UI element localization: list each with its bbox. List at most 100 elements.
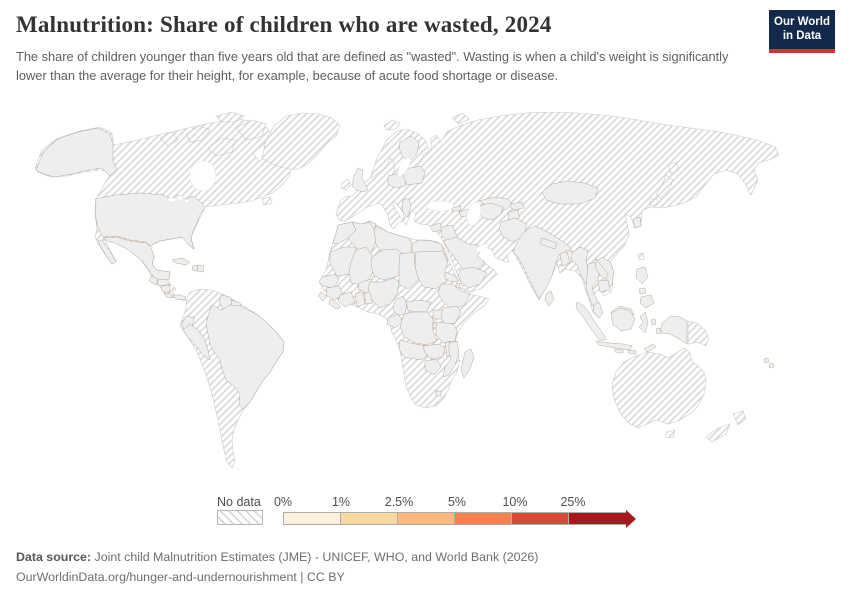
country-bangladesh[interactable] (559, 251, 571, 267)
country-panama[interactable] (172, 294, 187, 301)
owid-logo[interactable]: Our World in Data (769, 10, 835, 53)
country-guatemala[interactable] (148, 275, 159, 286)
country-mexico[interactable] (102, 236, 171, 283)
country-malaysia[interactable] (592, 301, 604, 319)
country-indonesia[interactable] (659, 315, 688, 345)
map-legend: No data 0% 1% 2.5% 5% 10% 25% (0, 495, 850, 541)
country-saudi-arabia[interactable] (442, 236, 486, 273)
country-eritrea[interactable] (444, 271, 460, 283)
legend-bin-2[interactable] (397, 512, 455, 525)
country-chad[interactable] (398, 251, 420, 290)
country-united-states[interactable] (35, 127, 118, 178)
countries (35, 127, 775, 410)
legend-tick-3: 5% (447, 495, 467, 509)
legend-bin-0[interactable] (283, 512, 341, 525)
no-data-region (340, 178, 352, 191)
chart-footer: Data source: Joint child Malnutrition Es… (16, 548, 538, 588)
no-data-region (664, 429, 676, 439)
country-indonesia[interactable] (655, 327, 662, 335)
country-mongolia[interactable] (541, 180, 599, 205)
owid-url-link[interactable]: OurWorldinData.org/hunger-and-undernouri… (16, 569, 297, 584)
country-central-african-republic[interactable] (405, 299, 432, 313)
data-source-text: Joint child Malnutrition Estimates (JME)… (91, 550, 539, 564)
no-data-region (451, 112, 470, 125)
country-mozambique[interactable] (442, 340, 460, 378)
no-data-region (649, 197, 659, 207)
country-kenya[interactable] (440, 305, 462, 326)
country-kyrgyzstan[interactable] (509, 201, 525, 211)
country-liberia[interactable] (328, 298, 342, 310)
country-indonesia[interactable] (595, 340, 633, 351)
country-afghanistan[interactable] (498, 217, 528, 243)
country-finland[interactable] (398, 135, 420, 163)
legend-tick-2: 2.5% (384, 495, 414, 509)
legend-bin-1[interactable] (340, 512, 398, 525)
country-madagascar[interactable] (460, 348, 475, 379)
legend-color-bar (283, 509, 636, 528)
legend-no-data-swatch[interactable] (217, 510, 263, 525)
country-yemen[interactable] (457, 266, 488, 289)
no-data-region (667, 161, 680, 175)
country-indonesia[interactable] (638, 311, 649, 334)
country-costa-rica[interactable] (163, 292, 174, 299)
country-zambia[interactable] (422, 343, 446, 360)
country-united-kingdom[interactable] (351, 167, 369, 193)
country-honduras[interactable] (156, 278, 171, 287)
legend-bin-4[interactable] (511, 512, 569, 525)
country-indonesia[interactable] (627, 349, 637, 355)
country-ethiopia[interactable] (437, 283, 471, 311)
country-guinea[interactable] (325, 285, 344, 301)
no-data-region (637, 252, 645, 261)
legend-bin-5[interactable] (568, 509, 636, 528)
country-solomon-islands[interactable] (763, 357, 770, 364)
country-sri-lanka[interactable] (544, 290, 555, 307)
country-baltic-states[interactable] (402, 165, 426, 186)
country-indonesia[interactable] (650, 318, 657, 326)
country-indonesia[interactable] (610, 307, 636, 332)
country-cambodia[interactable] (597, 279, 611, 293)
data-source-line: Data source: Joint child Malnutrition Es… (16, 548, 538, 568)
world-map[interactable] (0, 112, 850, 492)
country-philippines[interactable] (635, 266, 649, 285)
country-cote-d-ivoire[interactable] (337, 291, 356, 308)
chart-header: Malnutrition: Share of children who are … (16, 12, 755, 85)
country-democratic-republic-of-congo[interactable] (399, 311, 438, 346)
country-indonesia[interactable] (614, 348, 624, 354)
country-south-korea[interactable] (632, 216, 642, 229)
no-data-region (261, 196, 273, 206)
no-data-region (207, 137, 237, 157)
country-angola[interactable] (398, 339, 428, 361)
country-mexico[interactable] (97, 239, 117, 265)
legend-bin-3[interactable] (454, 512, 512, 525)
country-dominican-republic[interactable] (196, 264, 205, 273)
country-philippines[interactable] (639, 294, 655, 309)
country-tajikistan[interactable] (507, 209, 521, 221)
no-data-region (705, 423, 731, 443)
country-ghana[interactable] (354, 291, 366, 308)
country-georgia[interactable] (451, 205, 462, 212)
country-indonesia[interactable] (575, 301, 607, 341)
country-brazil[interactable] (205, 304, 285, 410)
country-mali[interactable] (348, 246, 375, 286)
country-serbia[interactable] (401, 197, 412, 218)
country-sierra-leone[interactable] (317, 291, 328, 302)
country-gabon[interactable] (386, 313, 404, 329)
legend-tick-0: 0% (273, 495, 293, 509)
country-peru[interactable] (182, 323, 211, 361)
owid-logo-line1: Our World (774, 16, 831, 28)
country-nepal[interactable] (539, 237, 558, 250)
no-data-region (687, 320, 710, 347)
seas (167, 157, 489, 253)
country-cuba[interactable] (171, 257, 191, 266)
country-nigeria[interactable] (367, 277, 400, 309)
country-timor[interactable] (643, 343, 657, 353)
legend-no-data: No data (217, 495, 263, 525)
country-djibouti[interactable] (455, 282, 461, 289)
country-zimbabwe[interactable] (424, 358, 442, 376)
no-data-region (215, 112, 245, 123)
country-philippines[interactable] (638, 287, 647, 295)
country-united-states[interactable] (94, 192, 206, 250)
country-nicaragua[interactable] (160, 284, 171, 293)
country-eswatini[interactable] (435, 390, 442, 397)
country-solomon-islands[interactable] (768, 362, 775, 369)
